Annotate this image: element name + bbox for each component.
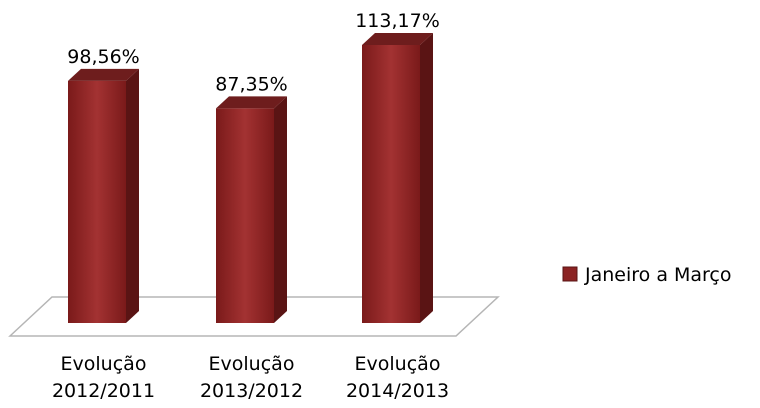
bar-value-label: 87,35%: [215, 73, 287, 95]
x-tick-label: 2013/2012: [200, 380, 303, 402]
bar-side: [126, 68, 139, 323]
bar-side: [420, 33, 433, 323]
bar-top: [68, 68, 139, 81]
bar-value-label: 98,56%: [67, 46, 139, 68]
x-tick-label: Evolução: [209, 353, 295, 375]
bar-2: [216, 96, 287, 323]
bar-top: [362, 33, 433, 45]
bar-front: [68, 80, 126, 323]
legend: Janeiro a Março: [562, 264, 732, 286]
bar-front: [216, 108, 274, 323]
bar-front: [362, 45, 420, 323]
legend-label: Janeiro a Março: [584, 264, 732, 286]
bar-side: [274, 96, 287, 323]
x-tick-label: 2012/2011: [52, 380, 155, 402]
x-tick-label: 2014/2013: [346, 380, 449, 402]
x-axis-ticks: Evolução 2012/2011 Evolução 2013/2012 Evoluç…: [52, 353, 449, 402]
bar-top: [216, 96, 287, 109]
bar-1: [68, 68, 139, 323]
x-tick-label: Evolução: [61, 353, 147, 375]
x-tick-label: Evolução: [355, 353, 441, 375]
bar-value-label: 113,17%: [355, 10, 440, 32]
bars-layer: 98,56% 87,35% 113,17%: [67, 10, 440, 323]
bar-3: [362, 33, 433, 323]
legend-swatch: [562, 266, 578, 282]
